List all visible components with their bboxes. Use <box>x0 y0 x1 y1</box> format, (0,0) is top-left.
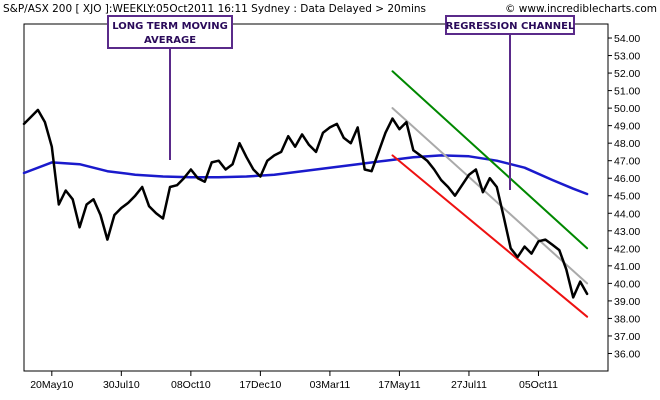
series-line-channel-mid <box>391 107 589 285</box>
x-tick-label: 17May11 <box>378 379 421 391</box>
moving-average-annotation-line2: AVERAGE <box>144 35 196 46</box>
y-tick-label: 50.00 <box>614 103 640 115</box>
regression-annotation-label: REGRESSION CHANNEL <box>446 21 575 32</box>
y-tick-label: 49.00 <box>614 121 640 133</box>
x-tick-label: 08Oct10 <box>171 379 211 391</box>
chart-title: S&P/ASX 200 [ XJO ]:WEEKLY:05Oct2011 16:… <box>3 3 426 15</box>
y-tick-label: 43.00 <box>614 226 640 238</box>
y-tick-label: 36.00 <box>614 348 640 360</box>
y-tick-label: 44.00 <box>614 208 640 220</box>
series-line-price <box>22 108 589 299</box>
regression-annotation: REGRESSION CHANNEL <box>445 15 575 190</box>
x-axis: 20May10 30Jul10 08Oct10 17Dec10 03Mar11 17May… <box>30 371 558 391</box>
x-tick-label: 27Jul11 <box>451 379 487 391</box>
y-tick-label: 41.00 <box>614 261 640 273</box>
series-line-channel-upper <box>391 70 589 250</box>
y-tick-label: 53.00 <box>614 51 640 63</box>
moving-average-annotation: LONG TERM MOVING AVERAGE <box>107 15 233 160</box>
y-tick-label: 38.00 <box>614 313 640 325</box>
moving-average-annotation-line1: LONG TERM MOVING <box>112 21 228 32</box>
y-tick-label: 51.00 <box>614 86 640 98</box>
x-tick-label: 30Jul10 <box>103 379 140 391</box>
x-tick-label: 05Oct11 <box>519 379 558 391</box>
y-tick-label: 40.00 <box>614 278 640 290</box>
x-tick-label: 03Mar11 <box>310 379 351 391</box>
y-tick-label: 42.00 <box>614 243 640 255</box>
y-tick-label: 52.00 <box>614 68 640 80</box>
y-tick-label: 39.00 <box>614 296 640 308</box>
site-credit: © www.incrediblecharts.com <box>505 3 657 15</box>
y-tick-label: 37.00 <box>614 331 640 343</box>
x-tick-label: 17Dec10 <box>239 379 281 391</box>
moving-average-annotation-box <box>107 15 233 49</box>
y-tick-label: 54.00 <box>614 33 640 45</box>
y-tick-label: 45.00 <box>614 191 640 203</box>
y-tick-label: 47.00 <box>614 156 640 168</box>
x-tick-label: 20May10 <box>30 379 73 391</box>
y-tick-label: 46.00 <box>614 173 640 185</box>
y-axis: 36.00 37.00 38.00 39.00 40.00 41.00 42.00 43.00… <box>608 33 640 360</box>
series-line-channel-lower <box>391 154 589 318</box>
y-tick-label: 48.00 <box>614 138 640 150</box>
plot-frame <box>23 23 609 372</box>
